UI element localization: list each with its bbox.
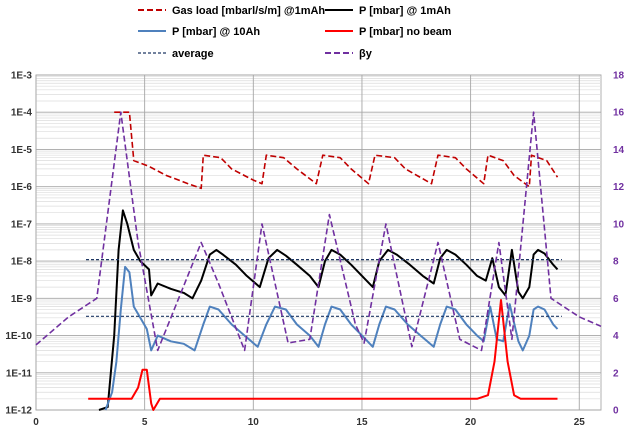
axes: 1E-12 1E-11 1E-10 1E-9 1E-8 1E-7 1E-6 1E-5 1E-4 1… (5, 71, 624, 429)
y-right-tick-label: 0 (613, 406, 619, 417)
y-left-tick-label: 1E-3 (11, 71, 33, 82)
y-right-tick-label: 4 (613, 331, 619, 342)
y-left-tick-label: 1E-7 (11, 219, 33, 230)
y-right-tick-label: 16 (613, 108, 625, 119)
x-tick-label: 25 (574, 417, 586, 428)
x-tick-label: 0 (33, 417, 39, 428)
y-left-tick-label: 1E-10 (5, 331, 32, 342)
y-right-tick-label: 8 (613, 257, 619, 268)
y-left-tick-label: 1E-4 (11, 108, 33, 119)
legend-label: Gas load [mbarl/s/m] @1mAh (172, 5, 325, 17)
y-left-tick-label: 1E-8 (11, 257, 33, 268)
y-right-tick-label: 6 (613, 294, 619, 305)
legend-label: βy (359, 48, 373, 60)
y-right-tick-label: 2 (613, 368, 619, 379)
plot-area (35, 74, 602, 411)
x-tick-label: 15 (356, 417, 368, 428)
series-line-gas-load-mbarl-s-m-1mah (114, 111, 559, 190)
y-right-tick-label: 12 (613, 182, 625, 193)
series-line-p-mbar-10ah (104, 265, 559, 411)
y-right-tick-label: 10 (613, 219, 625, 230)
y-left-tick-label: 1E-12 (5, 406, 32, 417)
x-tick-label: 5 (142, 417, 148, 428)
series-line-p-mbar-no-beam (88, 299, 558, 411)
legend-label: P [mbar] @ 10Ah (172, 26, 260, 38)
series (35, 111, 602, 411)
y-left-tick-label: 1E-11 (6, 368, 33, 379)
series-line-y (35, 111, 602, 352)
y-right-tick-label: 14 (613, 145, 625, 156)
legend-label: P [mbar] no beam (359, 26, 452, 38)
y-left-tick-label: 1E-9 (11, 294, 33, 305)
x-tick-label: 20 (465, 417, 477, 428)
y-left-tick-label: 1E-6 (11, 182, 33, 193)
legend-label: P [mbar] @ 1mAh (359, 5, 451, 17)
y-left-tick-label: 1E-5 (11, 145, 33, 156)
legend-label: average (172, 48, 214, 60)
grid (35, 74, 602, 411)
x-tick-label: 10 (248, 417, 260, 428)
legend: Gas load [mbarl/s/m] @1mAh P [mbar] @ 1mA… (138, 5, 452, 60)
y-right-tick-label: 18 (613, 71, 625, 82)
series-line-p-mbar-1mah (98, 209, 559, 411)
